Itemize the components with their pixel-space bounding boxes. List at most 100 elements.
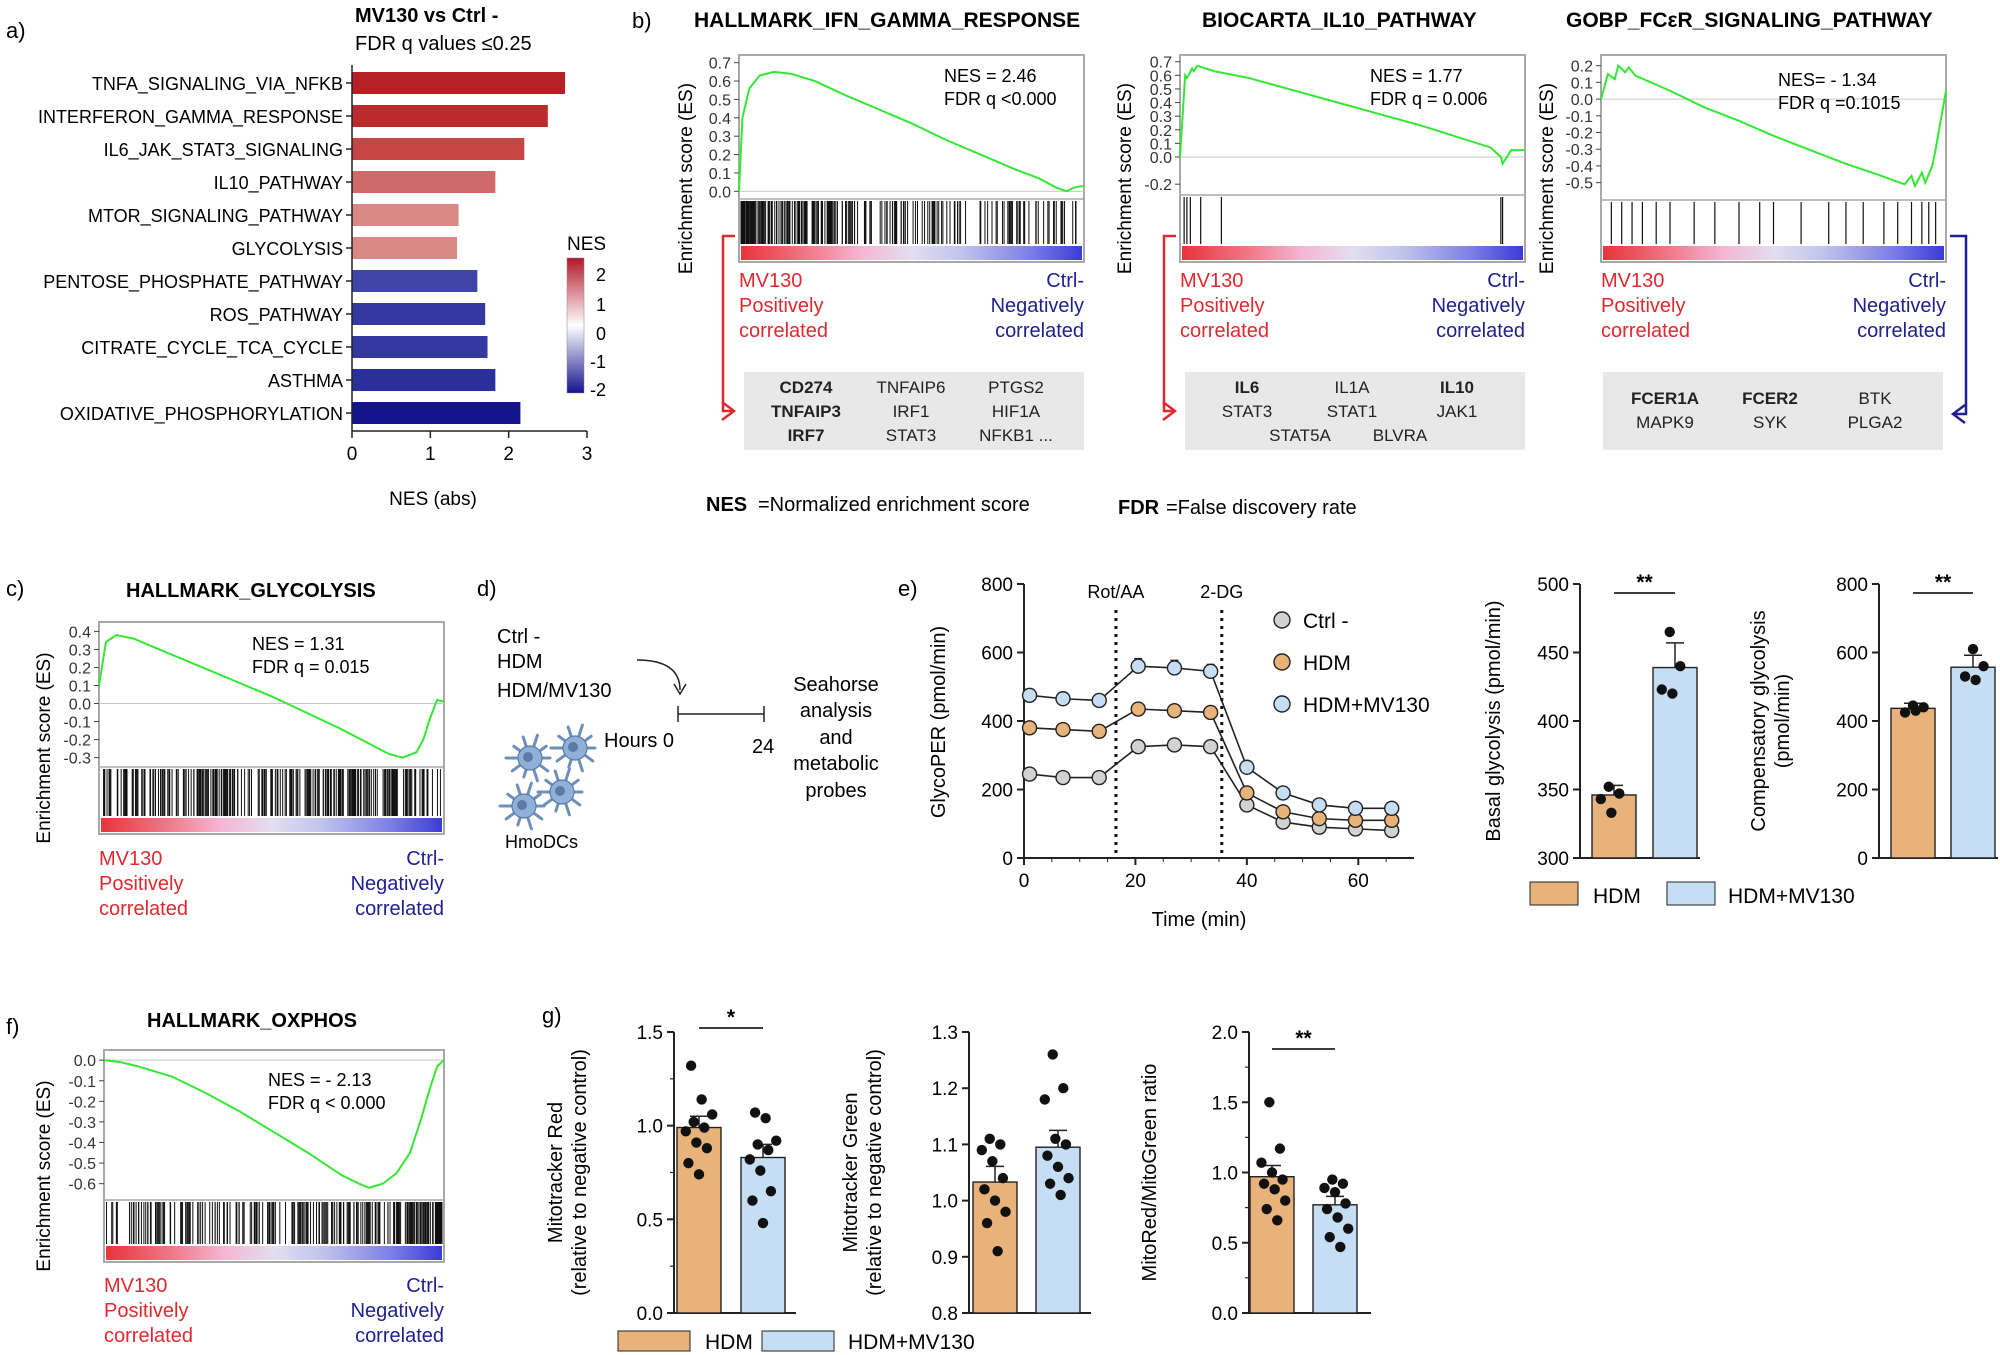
y-tick-label: 600 <box>981 644 1013 665</box>
outcome-line: Seahorse <box>793 674 879 696</box>
legend-label-hdm: HDM <box>705 1331 753 1354</box>
panel-f-title: HALLMARK_OXPHOS <box>147 1010 357 1032</box>
legend-swatch-hdm-mv130 <box>761 1330 835 1352</box>
negative-correlation-label: Ctrl- <box>1046 270 1084 292</box>
cell-dendrite <box>531 810 544 821</box>
fdr-footnote-key: FDR <box>1118 497 1160 519</box>
legend-marker <box>1273 611 1291 629</box>
y-tick-label: -0.2 <box>63 733 91 750</box>
panel-letter-c: c) <box>6 576 24 601</box>
legend-swatch-hdm <box>617 1330 691 1352</box>
replicate-point <box>1340 1198 1351 1209</box>
positive-correlation-label: correlated <box>1180 320 1269 342</box>
y-tick-label: 400 <box>981 712 1013 733</box>
nes-bar <box>352 270 478 292</box>
y-tick-label: 0.0 <box>637 1304 663 1325</box>
y-tick-label: 1.5 <box>637 1023 663 1044</box>
data-point <box>1130 738 1146 755</box>
positive-correlation-label: MV130 <box>739 270 802 292</box>
negative-correlation-label: correlated <box>1436 320 1525 342</box>
y-tick-label: -0.5 <box>1565 176 1593 193</box>
replicate-point <box>1959 671 1971 682</box>
connector-arrow <box>1950 234 1968 416</box>
positive-correlation-label: correlated <box>1601 320 1690 342</box>
replicate-point <box>693 1169 705 1180</box>
y-tick-label: -0.3 <box>63 751 91 768</box>
arrow-head-icon <box>1162 401 1178 421</box>
y-tick-label: -0.1 <box>63 715 91 732</box>
panel-c: c) HALLMARK_GLYCOLYSIS 0.40.30.20.10.0-0… <box>6 576 445 920</box>
negative-correlation-label: Ctrl- <box>406 1275 444 1297</box>
fdr-value: FDR q =0.1015 <box>1778 93 1901 113</box>
gene-name: IRF7 <box>788 426 825 445</box>
compensatory-glycolysis-bar-chart: 0 200 400 600 800 ** Compensatory glycolysis (p… <box>1748 571 1998 870</box>
cell-nucleus <box>568 742 578 752</box>
replicate-point <box>699 1122 710 1133</box>
gsea-plots: HALLMARK_IFN_GAMMA_RESPONSE0.70.60.50.40… <box>676 9 1968 450</box>
cell-dendrite <box>504 810 517 821</box>
y-tick-label: -0.6 <box>68 1177 96 1194</box>
replicate-point <box>707 1109 718 1120</box>
replicate-point <box>1321 1203 1333 1215</box>
pathway-label: PENTOSE_PHOSPHATE_PATHWAY <box>43 272 343 293</box>
rank-metric-bar <box>1182 246 1523 260</box>
fdr-value: FDR q = 0.015 <box>252 657 370 677</box>
x-tick-label: 2 <box>503 444 514 465</box>
gene-list-box <box>744 372 1084 450</box>
replicate-point <box>992 1245 1003 1257</box>
y-tick-label: 0.7 <box>709 56 731 73</box>
negative-correlation-label: correlated <box>355 1325 444 1347</box>
positive-correlation-label: correlated <box>104 1325 193 1347</box>
cell-label: HmoDCs <box>505 832 578 852</box>
y-tick-label: 0.2 <box>1150 123 1172 140</box>
y-tick-label: 350 <box>1537 781 1569 802</box>
addition-arrow <box>636 659 681 691</box>
panel-a-title: MV130 vs Ctrl - <box>355 5 498 27</box>
y-tick-label: 0.6 <box>709 74 731 91</box>
y-tick-label: 0.9 <box>932 1248 958 1269</box>
cell-dendrite <box>510 762 523 773</box>
replicate-point <box>1910 705 1921 716</box>
nes-value: NES= - 1.34 <box>1778 70 1877 90</box>
replicate-point <box>1918 702 1929 713</box>
data-point <box>1021 720 1038 736</box>
condition-label: HDM/MV130 <box>497 680 611 702</box>
mitotracker-bar-chart: 0.0 0.5 1.0 1.5 * Mitotracker Red (relative to… <box>545 1006 796 1325</box>
panel-b: b) HALLMARK_IFN_GAMMA_RESPONSE0.70.60.50… <box>632 8 1968 519</box>
replicate-point <box>1324 1231 1335 1243</box>
nes-legend-tick: -1 <box>590 352 606 372</box>
y-tick-label: 400 <box>1537 712 1569 733</box>
replicate-point <box>1595 793 1607 805</box>
cell-nucleus <box>555 786 565 796</box>
y-axis-label: Enrichment score (ES) <box>34 652 55 843</box>
replicate-point <box>1269 1184 1280 1195</box>
nes-bar <box>352 336 488 358</box>
y-tick-label: -0.3 <box>1565 142 1593 159</box>
replicate-point <box>680 1126 691 1137</box>
replicate-point <box>696 1094 707 1105</box>
pathway-label: CITRATE_CYCLE_TCA_CYCLE <box>81 338 343 359</box>
fdr-value: FDR q < 0.000 <box>268 1093 386 1113</box>
legend-label-hdm-mv130: HDM+MV130 <box>848 1331 975 1354</box>
y-tick-label: 0.6 <box>1150 68 1172 85</box>
replicate-point <box>1332 1212 1343 1223</box>
legend-marker <box>1273 653 1291 671</box>
oxphos-gsea-plot: 0.0 -0.1 -0.2 -0.3 -0.4 -0.5 -0.6 NES = - 2.13 F… <box>34 1049 445 1347</box>
replicate-point <box>1327 1174 1338 1185</box>
replicate-point <box>1280 1195 1291 1206</box>
panel-c-title: HALLMARK_GLYCOLYSIS <box>126 580 376 602</box>
timeline-end-label: 24 <box>752 736 774 758</box>
pathway-label: TNFA_SIGNALING_VIA_NFKB <box>92 74 343 95</box>
y-tick-label: 0.4 <box>1150 96 1172 113</box>
negative-correlation-label: correlated <box>1857 320 1946 342</box>
y-tick-label: 0.5 <box>1150 82 1172 99</box>
y-tick-label: 450 <box>1537 644 1569 665</box>
y-tick-label: -0.1 <box>68 1074 96 1091</box>
replicate-point <box>1667 688 1678 699</box>
gsea-plot-title: GOBP_FCεR_SIGNALING_PATHWAY <box>1566 9 1933 32</box>
positive-correlation-label: MV130 <box>104 1275 167 1297</box>
replicate-point <box>1044 1178 1056 1189</box>
es-curve <box>1600 63 1947 189</box>
gene-name: STAT3 <box>886 426 936 445</box>
